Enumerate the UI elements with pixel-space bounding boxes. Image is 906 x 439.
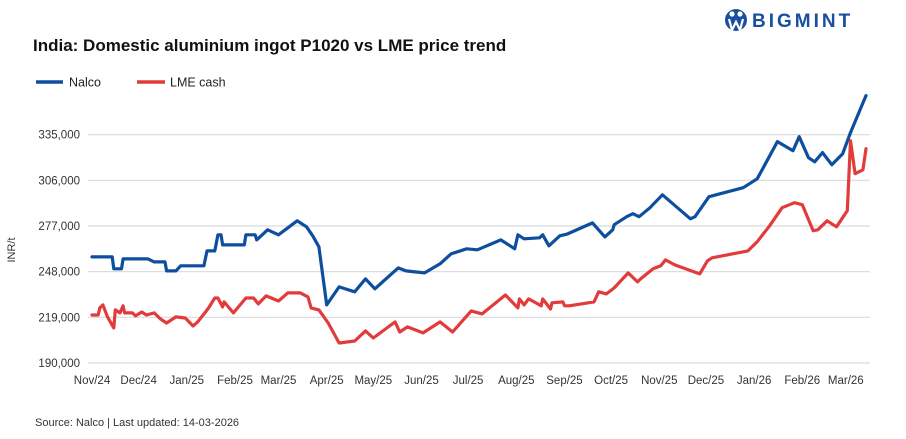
y-axis-ticks: 190,000 219,000 248,000 277,000 306,000 335,0… xyxy=(38,130,80,370)
x-tick-label: Jan/26 xyxy=(737,375,772,387)
x-tick-label: Sep/25 xyxy=(546,375,582,387)
y-tick-label: 306,000 xyxy=(38,175,80,187)
x-tick-label: Jul/25 xyxy=(453,375,484,387)
y-axis-label: INR/t xyxy=(6,237,18,262)
x-tick-label: Jan/25 xyxy=(170,375,205,387)
x-tick-label: Nov/25 xyxy=(641,375,677,387)
y-tick-label: 248,000 xyxy=(38,267,80,279)
x-tick-label: Mar/26 xyxy=(828,375,864,387)
y-tick-label: 277,000 xyxy=(38,221,80,233)
series-line-lme-cash xyxy=(90,139,868,345)
series-lines xyxy=(90,93,868,345)
bigmint-logo: BIGMINT xyxy=(725,9,853,34)
source-note: Source: Nalco | Last updated: 14-03-2026 xyxy=(35,417,239,429)
x-axis-ticks: Nov/24 Dec/24 Jan/25 Feb/25 Mar/25 Apr/25 May/… xyxy=(74,375,864,387)
legend-label-nalco: Nalco xyxy=(69,76,101,90)
x-tick-label: Apr/25 xyxy=(310,375,344,387)
x-tick-label: Aug/25 xyxy=(498,375,534,387)
gridlines xyxy=(88,134,870,364)
series-line-nalco xyxy=(90,93,868,307)
x-tick-label: Oct/25 xyxy=(594,375,628,387)
x-tick-label: Feb/26 xyxy=(784,375,820,387)
y-tick-label: 219,000 xyxy=(38,312,80,324)
x-tick-label: Dec/24 xyxy=(120,375,157,387)
x-tick-label: Mar/25 xyxy=(261,375,297,387)
y-tick-label: 335,000 xyxy=(38,130,80,142)
legend-item-nalco[interactable]: Nalco xyxy=(36,76,101,90)
y-tick-label: 190,000 xyxy=(38,358,80,370)
x-tick-label: Nov/24 xyxy=(74,375,111,387)
x-tick-label: Dec/25 xyxy=(688,375,724,387)
legend-item-lme-cash[interactable]: LME cash xyxy=(137,76,226,90)
legend-label-lme-cash: LME cash xyxy=(170,76,226,90)
x-tick-label: Jun/25 xyxy=(404,375,439,387)
x-tick-label: Feb/25 xyxy=(217,375,253,387)
bigmint-logo-icon xyxy=(725,9,747,34)
legend: Nalco LME cash xyxy=(36,76,226,90)
x-tick-label: May/25 xyxy=(354,375,392,387)
chart-title: India: Domestic aluminium ingot P1020 vs… xyxy=(33,36,506,55)
logo-text: BIGMINT xyxy=(752,11,853,32)
